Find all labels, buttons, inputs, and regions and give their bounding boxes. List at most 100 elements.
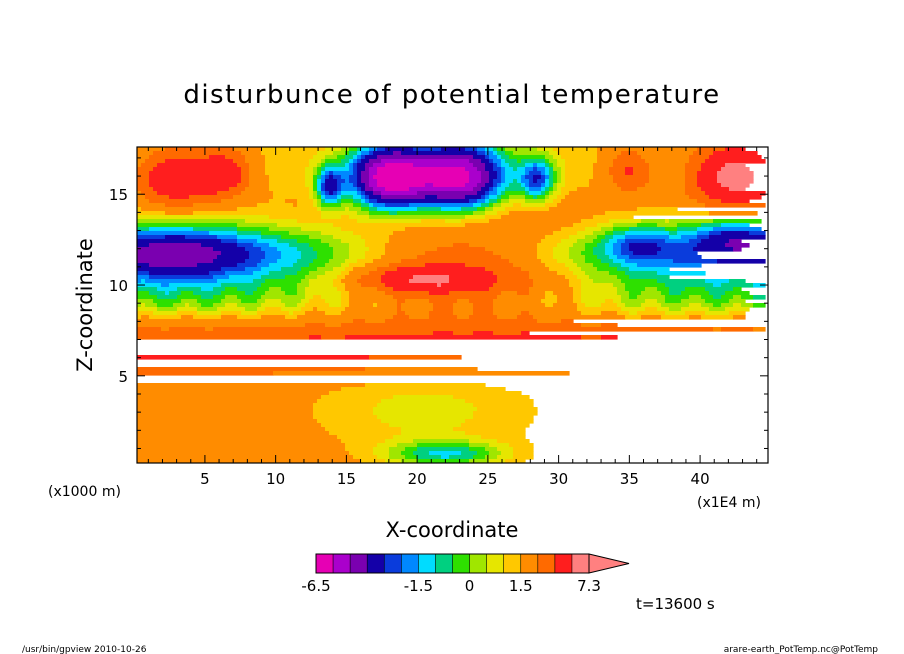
contour-cell xyxy=(389,451,402,456)
contour-cell xyxy=(481,195,486,200)
contour-cell xyxy=(509,163,526,168)
contour-cell xyxy=(489,199,498,204)
contour-cell xyxy=(493,203,502,208)
contour-cell xyxy=(333,267,346,272)
contour-cell xyxy=(397,267,486,272)
contour-cell xyxy=(137,319,354,324)
contour-cell xyxy=(565,167,594,172)
contour-cell xyxy=(509,155,546,160)
contour-cell xyxy=(553,303,578,308)
contour-cell xyxy=(593,231,606,236)
contour-cell xyxy=(137,299,154,304)
contour-cell xyxy=(449,291,502,296)
contour-cell xyxy=(525,171,530,176)
contour-cell xyxy=(261,259,278,264)
contour-cell xyxy=(137,315,142,320)
contour-cell xyxy=(369,195,382,200)
contour-cell xyxy=(689,195,710,200)
contour-cell xyxy=(253,279,266,284)
contour-cell xyxy=(213,247,246,252)
contour-cell xyxy=(581,291,618,296)
contour-cell xyxy=(137,263,150,268)
contour-cell xyxy=(313,407,374,412)
contour-cell xyxy=(321,199,326,204)
contour-cell xyxy=(489,159,494,164)
contour-cell xyxy=(681,291,710,296)
contour-cell xyxy=(137,259,214,264)
contour-cell xyxy=(149,227,194,232)
contour-cell xyxy=(137,435,338,440)
contour-cell xyxy=(497,187,506,192)
contour-cell xyxy=(489,175,498,180)
contour-cell xyxy=(157,163,238,168)
contour-cell xyxy=(489,155,498,160)
contour-cell xyxy=(261,235,282,240)
contour-cell xyxy=(341,199,354,204)
colorbar-box xyxy=(571,554,589,573)
contour-cell xyxy=(657,299,666,304)
contour-cell xyxy=(269,183,306,188)
contour-cell xyxy=(593,167,610,172)
contour-cell xyxy=(377,167,466,172)
contour-cell xyxy=(629,267,670,272)
contour-cell xyxy=(389,235,546,240)
contour-cell xyxy=(361,207,370,212)
contour-cell xyxy=(709,291,726,296)
x-tick-label: 10 xyxy=(266,470,285,488)
contour-cell xyxy=(269,287,282,292)
contour-cell xyxy=(373,451,390,456)
contour-cell xyxy=(365,195,370,200)
contour-cell xyxy=(705,287,734,292)
contour-cell xyxy=(257,299,266,304)
contour-cell xyxy=(337,187,342,192)
contour-cell xyxy=(341,203,354,208)
contour-cell xyxy=(529,187,542,192)
contour-cell xyxy=(629,255,702,260)
contour-cell xyxy=(365,155,378,160)
contour-cell xyxy=(249,171,266,176)
contour-cell xyxy=(393,395,454,400)
footer-right: arare-earth_PotTemp.nc@PotTemp xyxy=(724,645,879,654)
contour-cell xyxy=(477,451,490,456)
contour-cell xyxy=(465,167,478,172)
contour-cell xyxy=(193,315,222,320)
contour-cell xyxy=(589,179,614,184)
contour-cell xyxy=(405,447,418,452)
contour-cell xyxy=(137,391,330,396)
contour-cell xyxy=(321,295,342,300)
contour-cell xyxy=(249,255,266,260)
contour-cell xyxy=(357,211,370,216)
contour-cell xyxy=(545,171,550,176)
contour-cell xyxy=(357,279,382,284)
contour-cell xyxy=(141,163,158,168)
contour-cell xyxy=(697,199,722,204)
contour-cell xyxy=(721,283,754,288)
contour-cell xyxy=(337,199,342,204)
contour-cell xyxy=(261,295,306,300)
contour-cell xyxy=(141,279,146,284)
contour-cell xyxy=(753,295,766,300)
contour-cell xyxy=(601,239,610,244)
y-tick-label: 15 xyxy=(109,186,128,204)
contour-cell xyxy=(301,255,318,260)
contour-cell xyxy=(281,287,298,292)
contour-cell xyxy=(629,311,638,316)
contour-cell xyxy=(329,431,402,436)
contour-cell xyxy=(373,407,478,412)
contour-cell xyxy=(385,283,438,288)
colorbar-box xyxy=(316,554,334,573)
contour-cell xyxy=(565,171,594,176)
contour-cell xyxy=(337,435,394,440)
contour-cell xyxy=(349,291,386,296)
contour-cell xyxy=(625,231,670,236)
contour-cell xyxy=(393,151,402,156)
contour-cell xyxy=(533,163,538,168)
contour-cell xyxy=(625,283,666,288)
contour-cell xyxy=(489,219,582,224)
contour-cell xyxy=(397,307,402,312)
contour-cell xyxy=(613,175,650,180)
contour-cell xyxy=(141,315,150,320)
contour-cell xyxy=(317,419,382,424)
contour-cell xyxy=(317,267,334,272)
contour-cell xyxy=(717,179,754,184)
